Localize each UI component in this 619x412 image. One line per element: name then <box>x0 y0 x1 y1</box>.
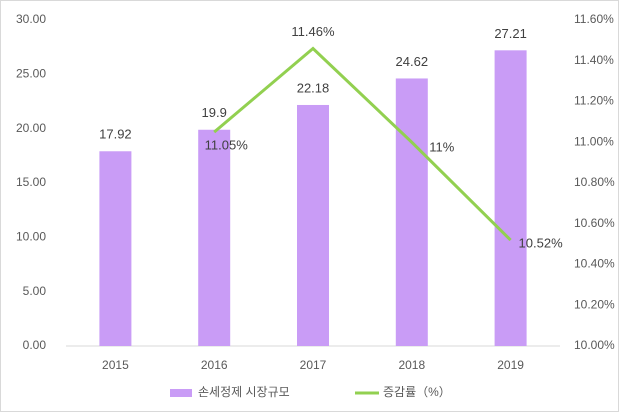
x-tick-label: 2015 <box>102 358 129 372</box>
line-value-label: 11.05% <box>205 138 249 153</box>
x-tick-label: 2017 <box>300 358 327 372</box>
bar-value-label: 22.18 <box>297 80 330 95</box>
y-tick-label: 10.00 <box>16 230 46 244</box>
y-tick-label: 5.00 <box>23 284 47 298</box>
y2-tick-label: 11.20% <box>574 94 614 108</box>
bar-value-label: 19.9 <box>202 105 227 120</box>
bar <box>395 78 428 346</box>
y2-tick-label: 10.40% <box>574 257 615 271</box>
legend-label: 손세정제 시장규모 <box>198 385 290 399</box>
bar-value-label: 24.62 <box>396 54 429 69</box>
y2-tick-label: 11.00% <box>574 134 614 148</box>
y-tick-label: 0.00 <box>23 338 47 352</box>
bar <box>99 151 132 346</box>
line <box>213 46 512 242</box>
x-tick-label: 2016 <box>201 358 228 372</box>
legend-label: 증감률（%） <box>383 385 451 399</box>
bar-value-label: 27.21 <box>494 26 527 41</box>
y-tick-label: 15.00 <box>16 175 46 189</box>
legend-swatch <box>170 389 192 397</box>
x-tick-label: 2018 <box>398 358 425 372</box>
line-value-label: 11.46% <box>291 24 335 39</box>
bar <box>494 50 527 347</box>
bar-value-label: 17.92 <box>99 127 132 142</box>
y2-tick-label: 11.60% <box>574 12 614 26</box>
y2-tick-label: 11.40% <box>574 53 614 67</box>
y2-tick-label: 10.80% <box>574 175 615 189</box>
y-tick-label: 30.00 <box>16 12 46 26</box>
bar <box>198 129 231 346</box>
y-tick-label: 20.00 <box>16 121 46 135</box>
y2-tick-label: 10.60% <box>574 216 615 230</box>
y-tick-label: 25.00 <box>16 67 46 81</box>
y2-tick-label: 10.00% <box>574 338 615 352</box>
line-value-label: 11% <box>429 140 454 155</box>
x-tick-label: 2019 <box>497 358 524 372</box>
bar <box>297 104 329 347</box>
y2-tick-label: 10.20% <box>574 297 615 311</box>
line-value-label: 10.52% <box>519 235 564 250</box>
